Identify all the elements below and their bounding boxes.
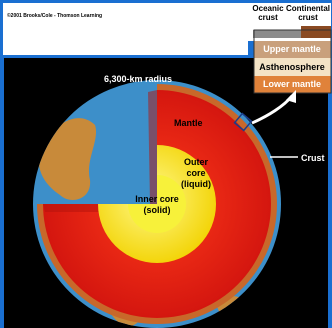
globe	[33, 80, 281, 328]
oceanic-crust-label: Oceanic crust	[252, 4, 284, 22]
upper-mantle-band	[254, 41, 331, 58]
outer-core-label: Outer core (liquid)	[181, 157, 211, 189]
lower-mantle-label: Lower mantle	[262, 79, 321, 89]
mantle-label: Mantle	[174, 118, 203, 128]
lower-mantle-band	[254, 76, 331, 93]
asthenosphere-label: Asthenosphere	[259, 62, 325, 72]
inner-core	[128, 175, 186, 233]
arrow-head-icon	[286, 90, 296, 103]
asthenosphere-band	[254, 58, 331, 76]
banner-white-panel	[3, 3, 248, 55]
right-border	[328, 58, 332, 328]
continental-crust-strip	[301, 26, 331, 38]
crust-sample-box	[233, 112, 253, 132]
copyright-text: ©2001 Brooks/Cole - Thomson Learning	[7, 13, 103, 19]
crust-label: Crust	[301, 153, 325, 163]
oceanic-crust-strip	[253, 30, 331, 38]
continental-crust-label: Continental crust	[286, 4, 330, 22]
inner-core-label: Inner core (solid)	[135, 194, 179, 215]
landmass-north-america	[38, 118, 97, 200]
radius-label: 6,300-km radius	[104, 74, 173, 84]
upper-mantle-label: Upper mantle	[263, 44, 321, 54]
left-border	[0, 58, 4, 328]
crust-layers-inset	[253, 26, 332, 94]
